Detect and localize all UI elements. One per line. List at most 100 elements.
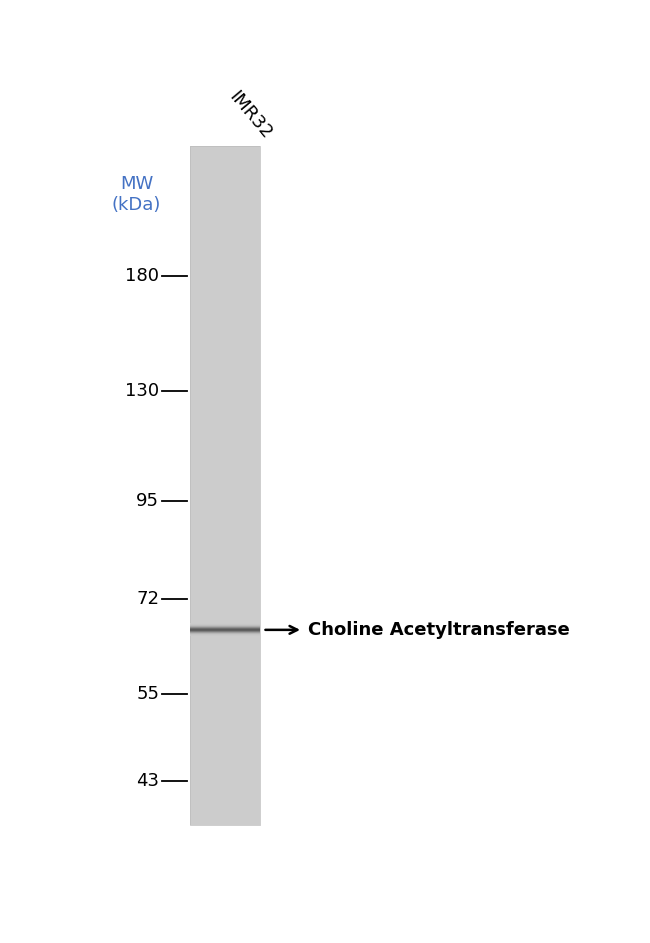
Bar [190, 692, 260, 694]
Text: 180: 180 [125, 267, 159, 285]
Bar [190, 274, 260, 276]
Bar [190, 416, 260, 418]
Bar [190, 539, 260, 541]
Bar [190, 375, 260, 376]
Bar [190, 306, 260, 307]
Bar [190, 290, 260, 291]
Text: MW
(kDa): MW (kDa) [112, 174, 161, 214]
Bar [190, 319, 260, 321]
Bar [190, 505, 260, 507]
Bar [190, 713, 260, 715]
Bar [190, 348, 260, 350]
Bar [190, 590, 260, 592]
Bar [190, 356, 260, 358]
Bar [190, 573, 260, 575]
Bar [190, 669, 260, 670]
Bar [190, 446, 260, 448]
Bar [190, 784, 260, 786]
Bar [190, 679, 260, 681]
Bar [190, 178, 260, 180]
Bar [190, 378, 260, 380]
Bar [190, 800, 260, 801]
Bar [190, 283, 260, 285]
Bar [190, 195, 260, 197]
Bar [190, 399, 260, 401]
Bar [190, 736, 260, 738]
Bar [190, 528, 260, 529]
Text: 130: 130 [125, 382, 159, 400]
Bar [190, 477, 260, 478]
Bar [190, 667, 260, 669]
Bar [190, 514, 260, 516]
Bar [190, 293, 260, 295]
Bar [190, 266, 260, 268]
Bar [190, 200, 260, 202]
Bar [190, 597, 260, 599]
Bar [190, 745, 260, 747]
Bar [190, 592, 260, 594]
Bar [190, 435, 260, 436]
Bar [190, 372, 260, 373]
Bar [190, 448, 260, 450]
Bar [190, 334, 260, 336]
Bar [190, 758, 260, 760]
Bar [190, 461, 260, 463]
Bar [190, 189, 260, 190]
Bar [190, 295, 260, 297]
Bar [190, 821, 260, 823]
Bar [190, 312, 260, 314]
Bar [190, 206, 260, 207]
Bar [190, 248, 260, 249]
Bar [190, 300, 260, 302]
Bar [190, 587, 260, 588]
Bar [190, 537, 260, 538]
Bar [190, 325, 260, 327]
Bar [190, 603, 260, 604]
Bar [190, 198, 260, 200]
Bar [190, 815, 260, 817]
Bar [190, 242, 260, 244]
Bar [190, 554, 260, 556]
Bar [190, 718, 260, 720]
Bar [190, 492, 260, 494]
Bar [190, 302, 260, 304]
Bar [190, 648, 260, 650]
Bar [190, 538, 260, 539]
Bar [190, 741, 260, 743]
Bar [190, 373, 260, 375]
Bar [190, 550, 260, 552]
Bar [190, 231, 260, 232]
Bar [190, 689, 260, 690]
Bar [190, 507, 260, 509]
Bar [190, 720, 260, 721]
Bar [190, 407, 260, 409]
Bar [190, 263, 260, 265]
Bar [190, 775, 260, 777]
Bar [190, 307, 260, 308]
Bar [190, 450, 260, 452]
Bar [190, 575, 260, 577]
Bar [190, 764, 260, 766]
Bar [190, 541, 260, 543]
Bar [190, 757, 260, 758]
Bar [190, 426, 260, 427]
Bar [190, 376, 260, 378]
Bar [190, 341, 260, 342]
Bar [190, 622, 260, 624]
Bar [190, 359, 260, 361]
Bar [190, 682, 260, 684]
Bar [190, 760, 260, 762]
Bar [190, 582, 260, 584]
Bar [190, 342, 260, 344]
Bar [190, 709, 260, 711]
Bar [190, 673, 260, 675]
Bar [190, 467, 260, 469]
Bar [190, 796, 260, 798]
Bar [190, 819, 260, 821]
Bar [190, 384, 260, 385]
Bar [190, 246, 260, 248]
Bar [190, 823, 260, 825]
Bar [190, 166, 260, 168]
Bar [190, 333, 260, 334]
Bar [190, 314, 260, 316]
